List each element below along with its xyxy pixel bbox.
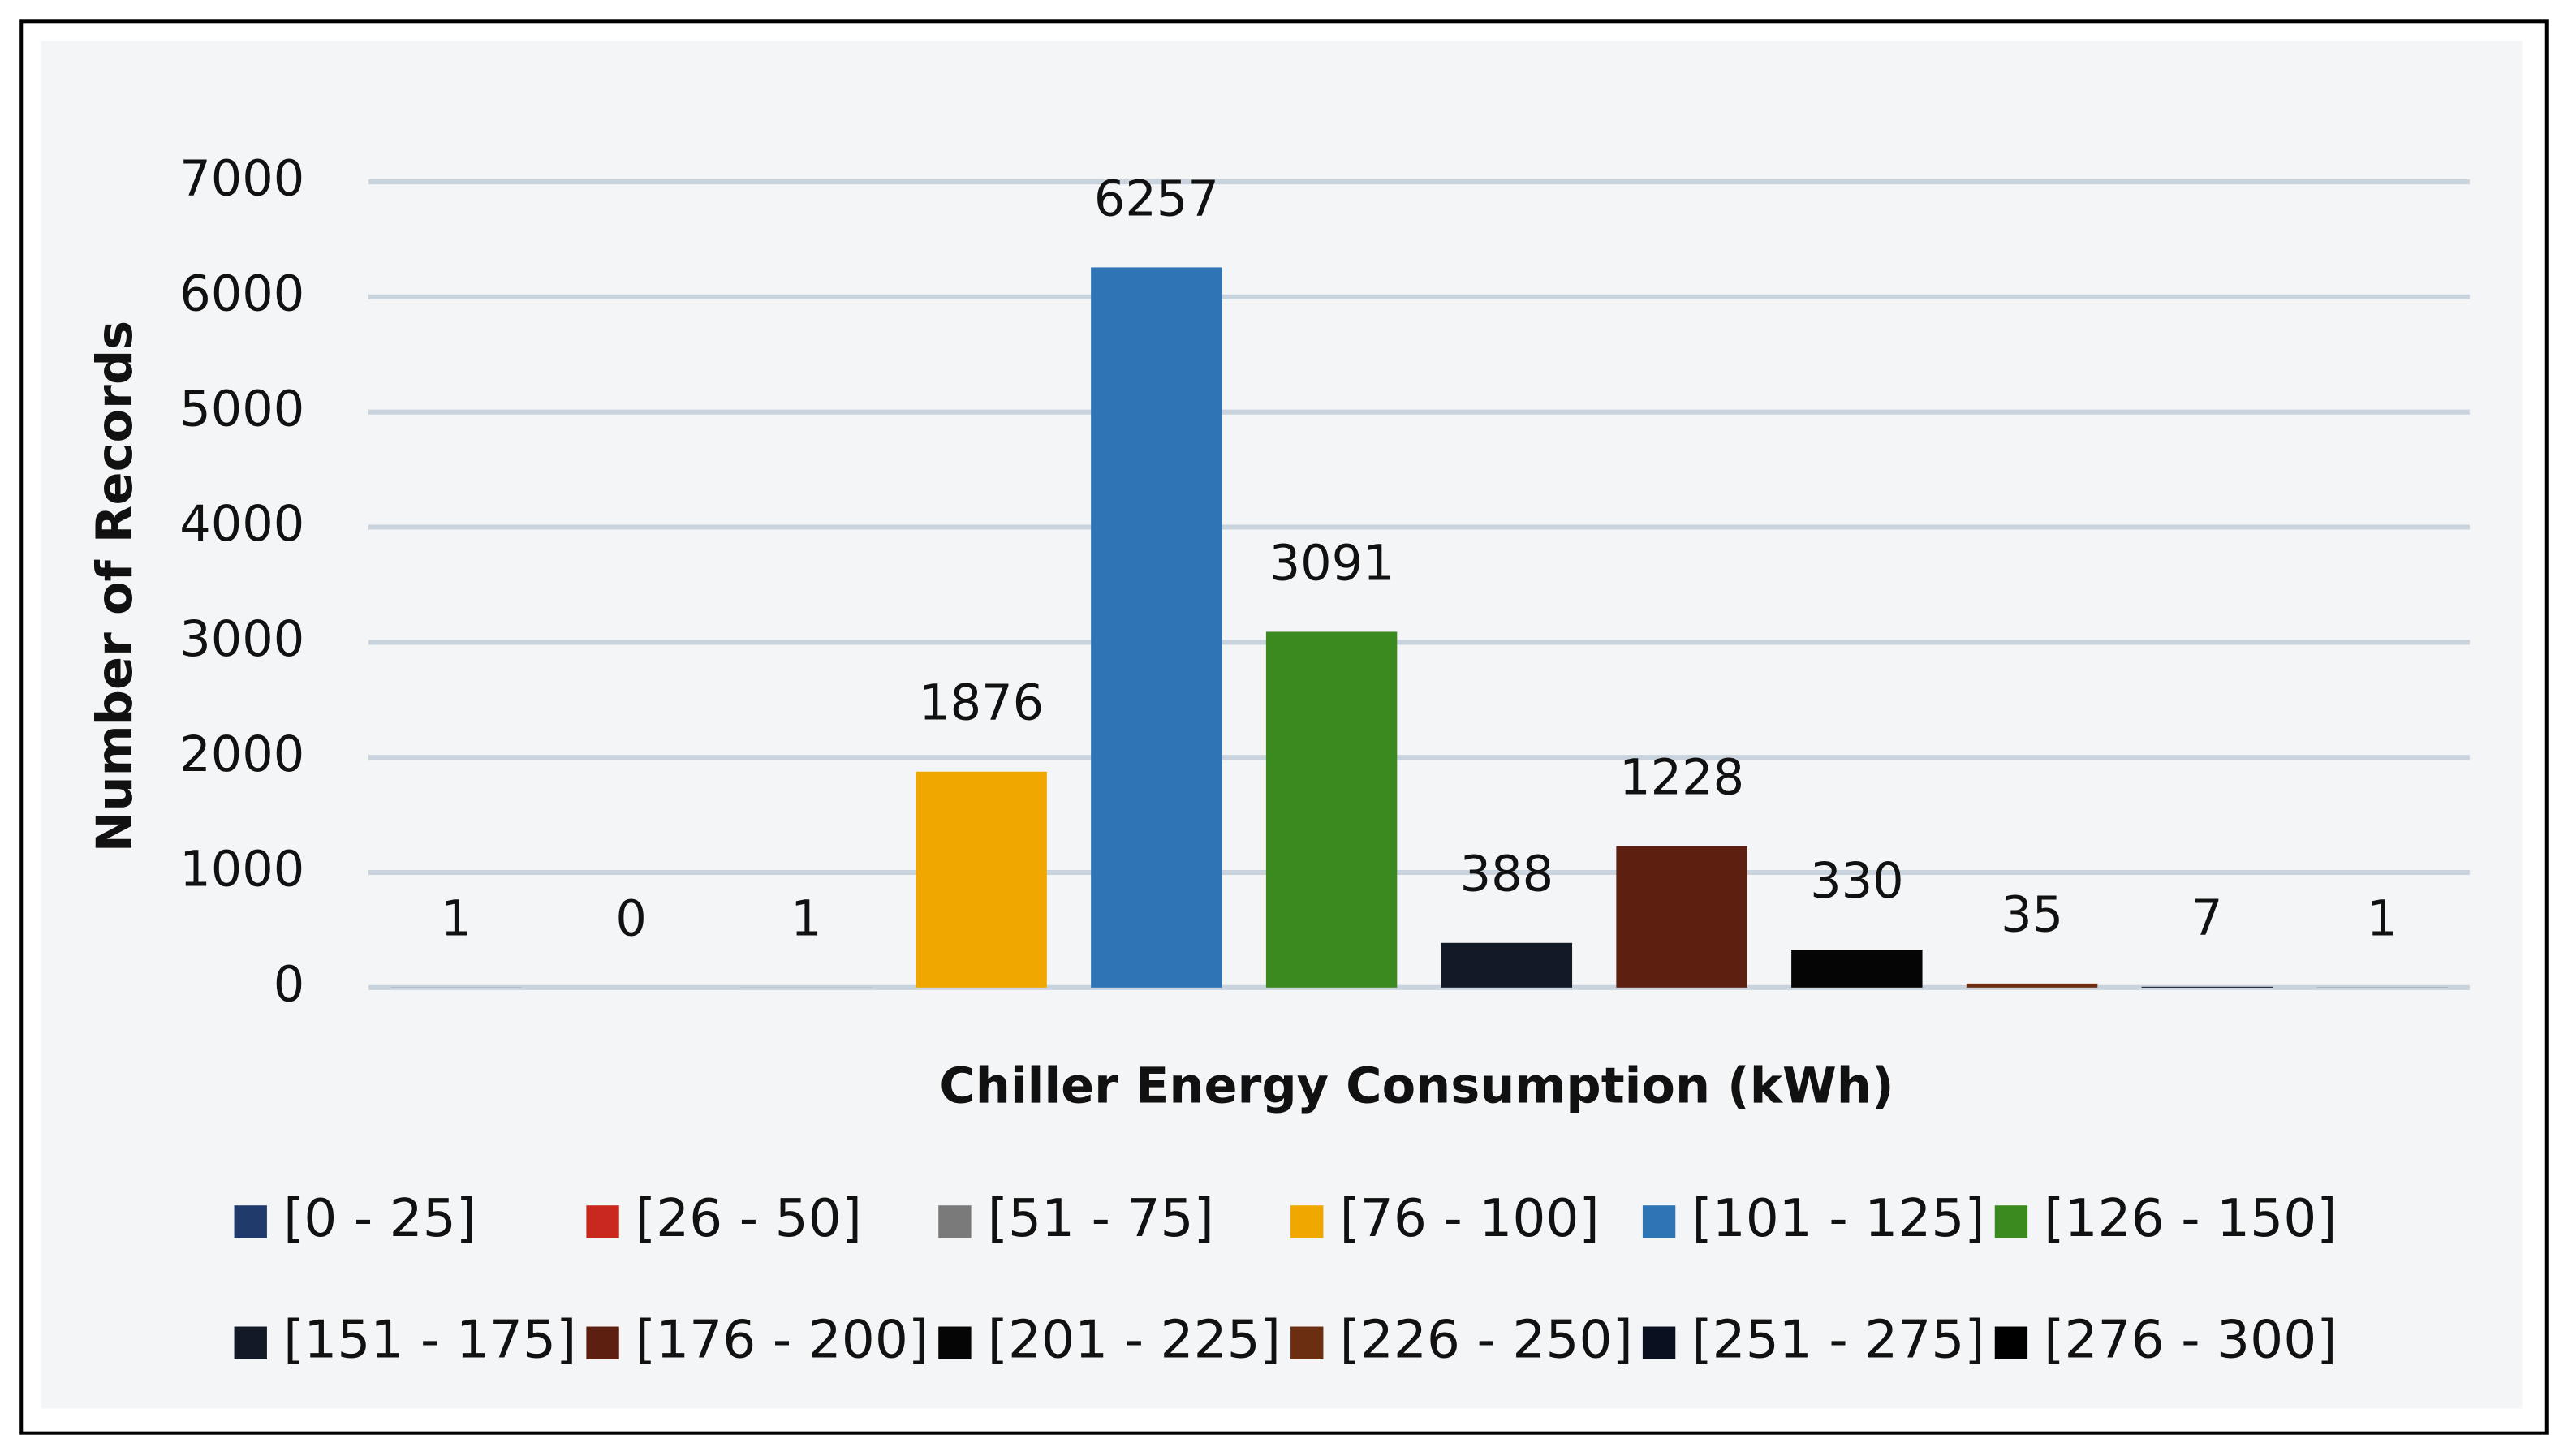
- legend-swatch: [938, 1326, 972, 1359]
- legend-label: [26 - 50]: [636, 1188, 862, 1249]
- value-label: 330: [1810, 853, 1904, 910]
- value-label: 1876: [919, 675, 1044, 732]
- y-tick-label: 3000: [179, 611, 304, 668]
- value-label: 0: [615, 891, 647, 948]
- legend-label: [201 - 225]: [988, 1309, 1281, 1370]
- legend-label: [226 - 250]: [1340, 1309, 1633, 1370]
- legend-swatch: [1290, 1205, 1324, 1238]
- legend-label: [101 - 125]: [1691, 1188, 1984, 1249]
- y-tick-label: 5000: [179, 381, 304, 437]
- bar: [1791, 950, 1923, 988]
- y-tick-label: 4000: [179, 496, 304, 553]
- legend-label: [276 - 300]: [2044, 1309, 2337, 1370]
- value-label: 1: [791, 891, 822, 948]
- legend-swatch: [234, 1205, 267, 1238]
- legend-swatch: [586, 1205, 619, 1238]
- legend-swatch: [1642, 1326, 1676, 1359]
- legend-label: [126 - 150]: [2044, 1188, 2337, 1249]
- legend-swatch: [1994, 1205, 2028, 1238]
- legend-label: [51 - 75]: [988, 1188, 1214, 1249]
- value-label: 388: [1460, 846, 1554, 903]
- value-label: 1228: [1619, 750, 1744, 807]
- value-label: 1: [2367, 891, 2398, 948]
- y-tick-label: 0: [274, 956, 305, 1013]
- value-label: 35: [2001, 887, 2063, 944]
- legend-label: [151 - 175]: [283, 1309, 576, 1370]
- y-axis-title: Number of Records: [87, 321, 144, 852]
- bar: [1441, 942, 1573, 988]
- x-axis-title: Chiller Energy Consumption (kWh): [939, 1058, 1894, 1115]
- legend-swatch: [586, 1326, 619, 1359]
- legend-label: [76 - 100]: [1340, 1188, 1600, 1249]
- bar: [1091, 267, 1222, 988]
- legend-swatch: [938, 1205, 972, 1238]
- bar: [916, 771, 1047, 988]
- legend-swatch: [1642, 1205, 1676, 1238]
- bar: [1616, 846, 1747, 988]
- value-label: 6257: [1094, 170, 1219, 227]
- y-tick-label: 6000: [179, 265, 304, 322]
- bar: [1966, 983, 2098, 988]
- y-tick-label: 1000: [179, 842, 304, 898]
- y-tick-label: 7000: [179, 151, 304, 208]
- y-tick-label: 2000: [179, 726, 304, 783]
- legend-swatch: [1994, 1326, 2028, 1359]
- legend-label: [176 - 200]: [636, 1309, 929, 1370]
- legend-label: [251 - 275]: [1691, 1309, 1984, 1370]
- legend-label: [0 - 25]: [283, 1188, 476, 1249]
- bar: [1265, 631, 1398, 988]
- value-label: 1: [441, 891, 472, 948]
- value-label: 3091: [1269, 535, 1394, 592]
- legend-swatch: [1290, 1326, 1324, 1359]
- bar: [2141, 986, 2273, 988]
- value-label: 7: [2191, 890, 2223, 947]
- legend-swatch: [234, 1326, 267, 1359]
